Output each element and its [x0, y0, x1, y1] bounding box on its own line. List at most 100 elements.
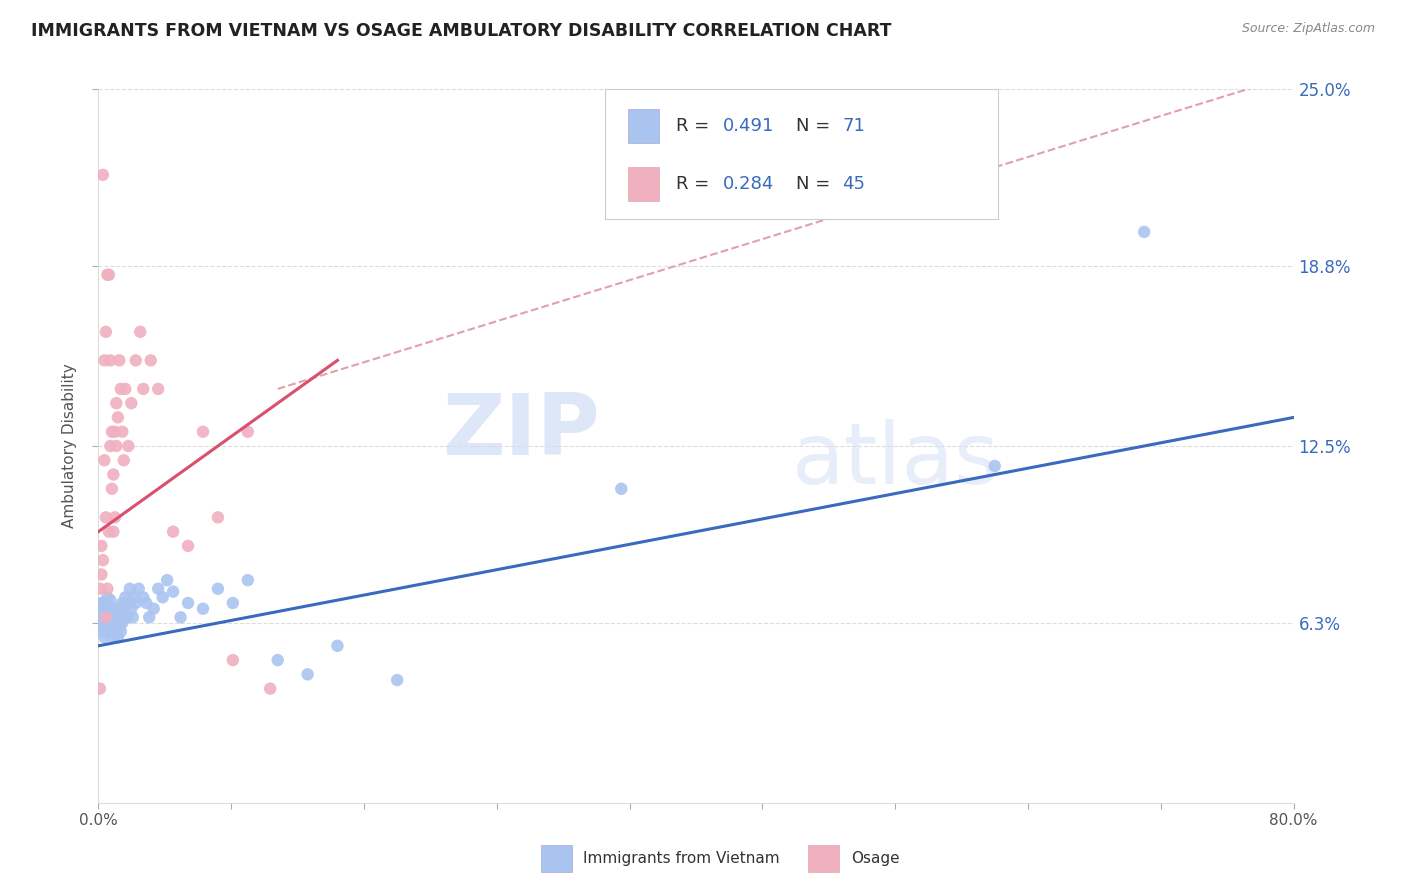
Point: [91, 607, 114, 622]
Point: [93, 615, 115, 630]
Point: [98, 353, 122, 368]
Point: [107, 410, 129, 425]
Point: [120, 601, 142, 615]
Point: [104, 622, 127, 636]
Point: [97, 268, 120, 282]
Point: [101, 610, 124, 624]
Text: 71: 71: [842, 117, 865, 135]
Point: [89, 582, 111, 596]
Text: N =: N =: [796, 175, 835, 193]
Point: [94, 610, 117, 624]
Point: [156, 573, 179, 587]
Point: [121, 610, 143, 624]
Point: [103, 630, 125, 644]
Point: [103, 601, 125, 615]
Text: Osage: Osage: [851, 851, 900, 866]
Point: [139, 353, 162, 368]
Point: [89, 681, 111, 696]
Point: [94, 596, 117, 610]
Point: [111, 615, 134, 630]
Point: [97, 613, 120, 627]
Point: [110, 624, 132, 639]
Point: [108, 601, 131, 615]
Point: [96, 591, 118, 605]
Point: [111, 425, 134, 439]
Text: N =: N =: [796, 117, 835, 135]
Point: [207, 510, 229, 524]
Point: [142, 601, 165, 615]
Point: [104, 607, 127, 622]
Point: [98, 619, 122, 633]
Point: [103, 615, 125, 630]
Point: [89, 601, 111, 615]
Point: [152, 591, 174, 605]
Point: [118, 582, 141, 596]
Point: [90, 615, 112, 630]
Point: [177, 539, 200, 553]
Point: [94, 510, 117, 524]
Text: IMMIGRANTS FROM VIETNAM VS OSAGE AMBULATORY DISABILITY CORRELATION CHART: IMMIGRANTS FROM VIETNAM VS OSAGE AMBULAT…: [31, 22, 891, 40]
Point: [112, 453, 135, 467]
Point: [114, 591, 136, 605]
Text: Immigrants from Vietnam: Immigrants from Vietnam: [583, 851, 780, 866]
Point: [108, 353, 131, 368]
Point: [89, 610, 111, 624]
Point: [111, 596, 134, 610]
Point: [104, 425, 127, 439]
Point: [93, 353, 115, 368]
Point: [101, 482, 124, 496]
Point: [125, 596, 148, 610]
Point: [94, 624, 117, 639]
Point: [125, 353, 148, 368]
Point: [110, 610, 132, 624]
Point: [297, 667, 319, 681]
Point: [124, 591, 146, 605]
Point: [162, 524, 184, 539]
Text: 0.491: 0.491: [723, 117, 775, 135]
Point: [98, 607, 122, 622]
Point: [162, 584, 184, 599]
Point: [135, 596, 157, 610]
Point: [97, 601, 120, 615]
Text: atlas: atlas: [792, 418, 1000, 502]
Point: [117, 439, 139, 453]
Point: [96, 268, 118, 282]
Point: [97, 624, 120, 639]
Point: [120, 396, 142, 410]
Point: [101, 624, 124, 639]
Point: [98, 593, 122, 607]
Point: [222, 596, 245, 610]
Point: [90, 539, 112, 553]
Point: [110, 382, 132, 396]
Point: [138, 610, 160, 624]
Point: [984, 458, 1007, 473]
Text: 0.284: 0.284: [723, 175, 775, 193]
Point: [105, 613, 128, 627]
Point: [177, 596, 200, 610]
Point: [326, 639, 349, 653]
Point: [107, 615, 129, 630]
Text: 45: 45: [842, 175, 865, 193]
Point: [96, 615, 118, 630]
Point: [103, 467, 125, 482]
Point: [101, 425, 124, 439]
Point: [91, 168, 114, 182]
Text: ZIP: ZIP: [443, 390, 600, 474]
Point: [129, 325, 152, 339]
Point: [96, 582, 118, 596]
Point: [104, 510, 127, 524]
Point: [93, 453, 115, 467]
Point: [105, 439, 128, 453]
Point: [93, 630, 115, 644]
Point: [90, 567, 112, 582]
Point: [191, 425, 214, 439]
Point: [115, 610, 138, 624]
Point: [105, 396, 128, 410]
Point: [236, 573, 259, 587]
Point: [267, 653, 290, 667]
Point: [259, 681, 281, 696]
Point: [128, 582, 150, 596]
Point: [107, 630, 129, 644]
Text: R =: R =: [676, 175, 716, 193]
Point: [236, 425, 259, 439]
